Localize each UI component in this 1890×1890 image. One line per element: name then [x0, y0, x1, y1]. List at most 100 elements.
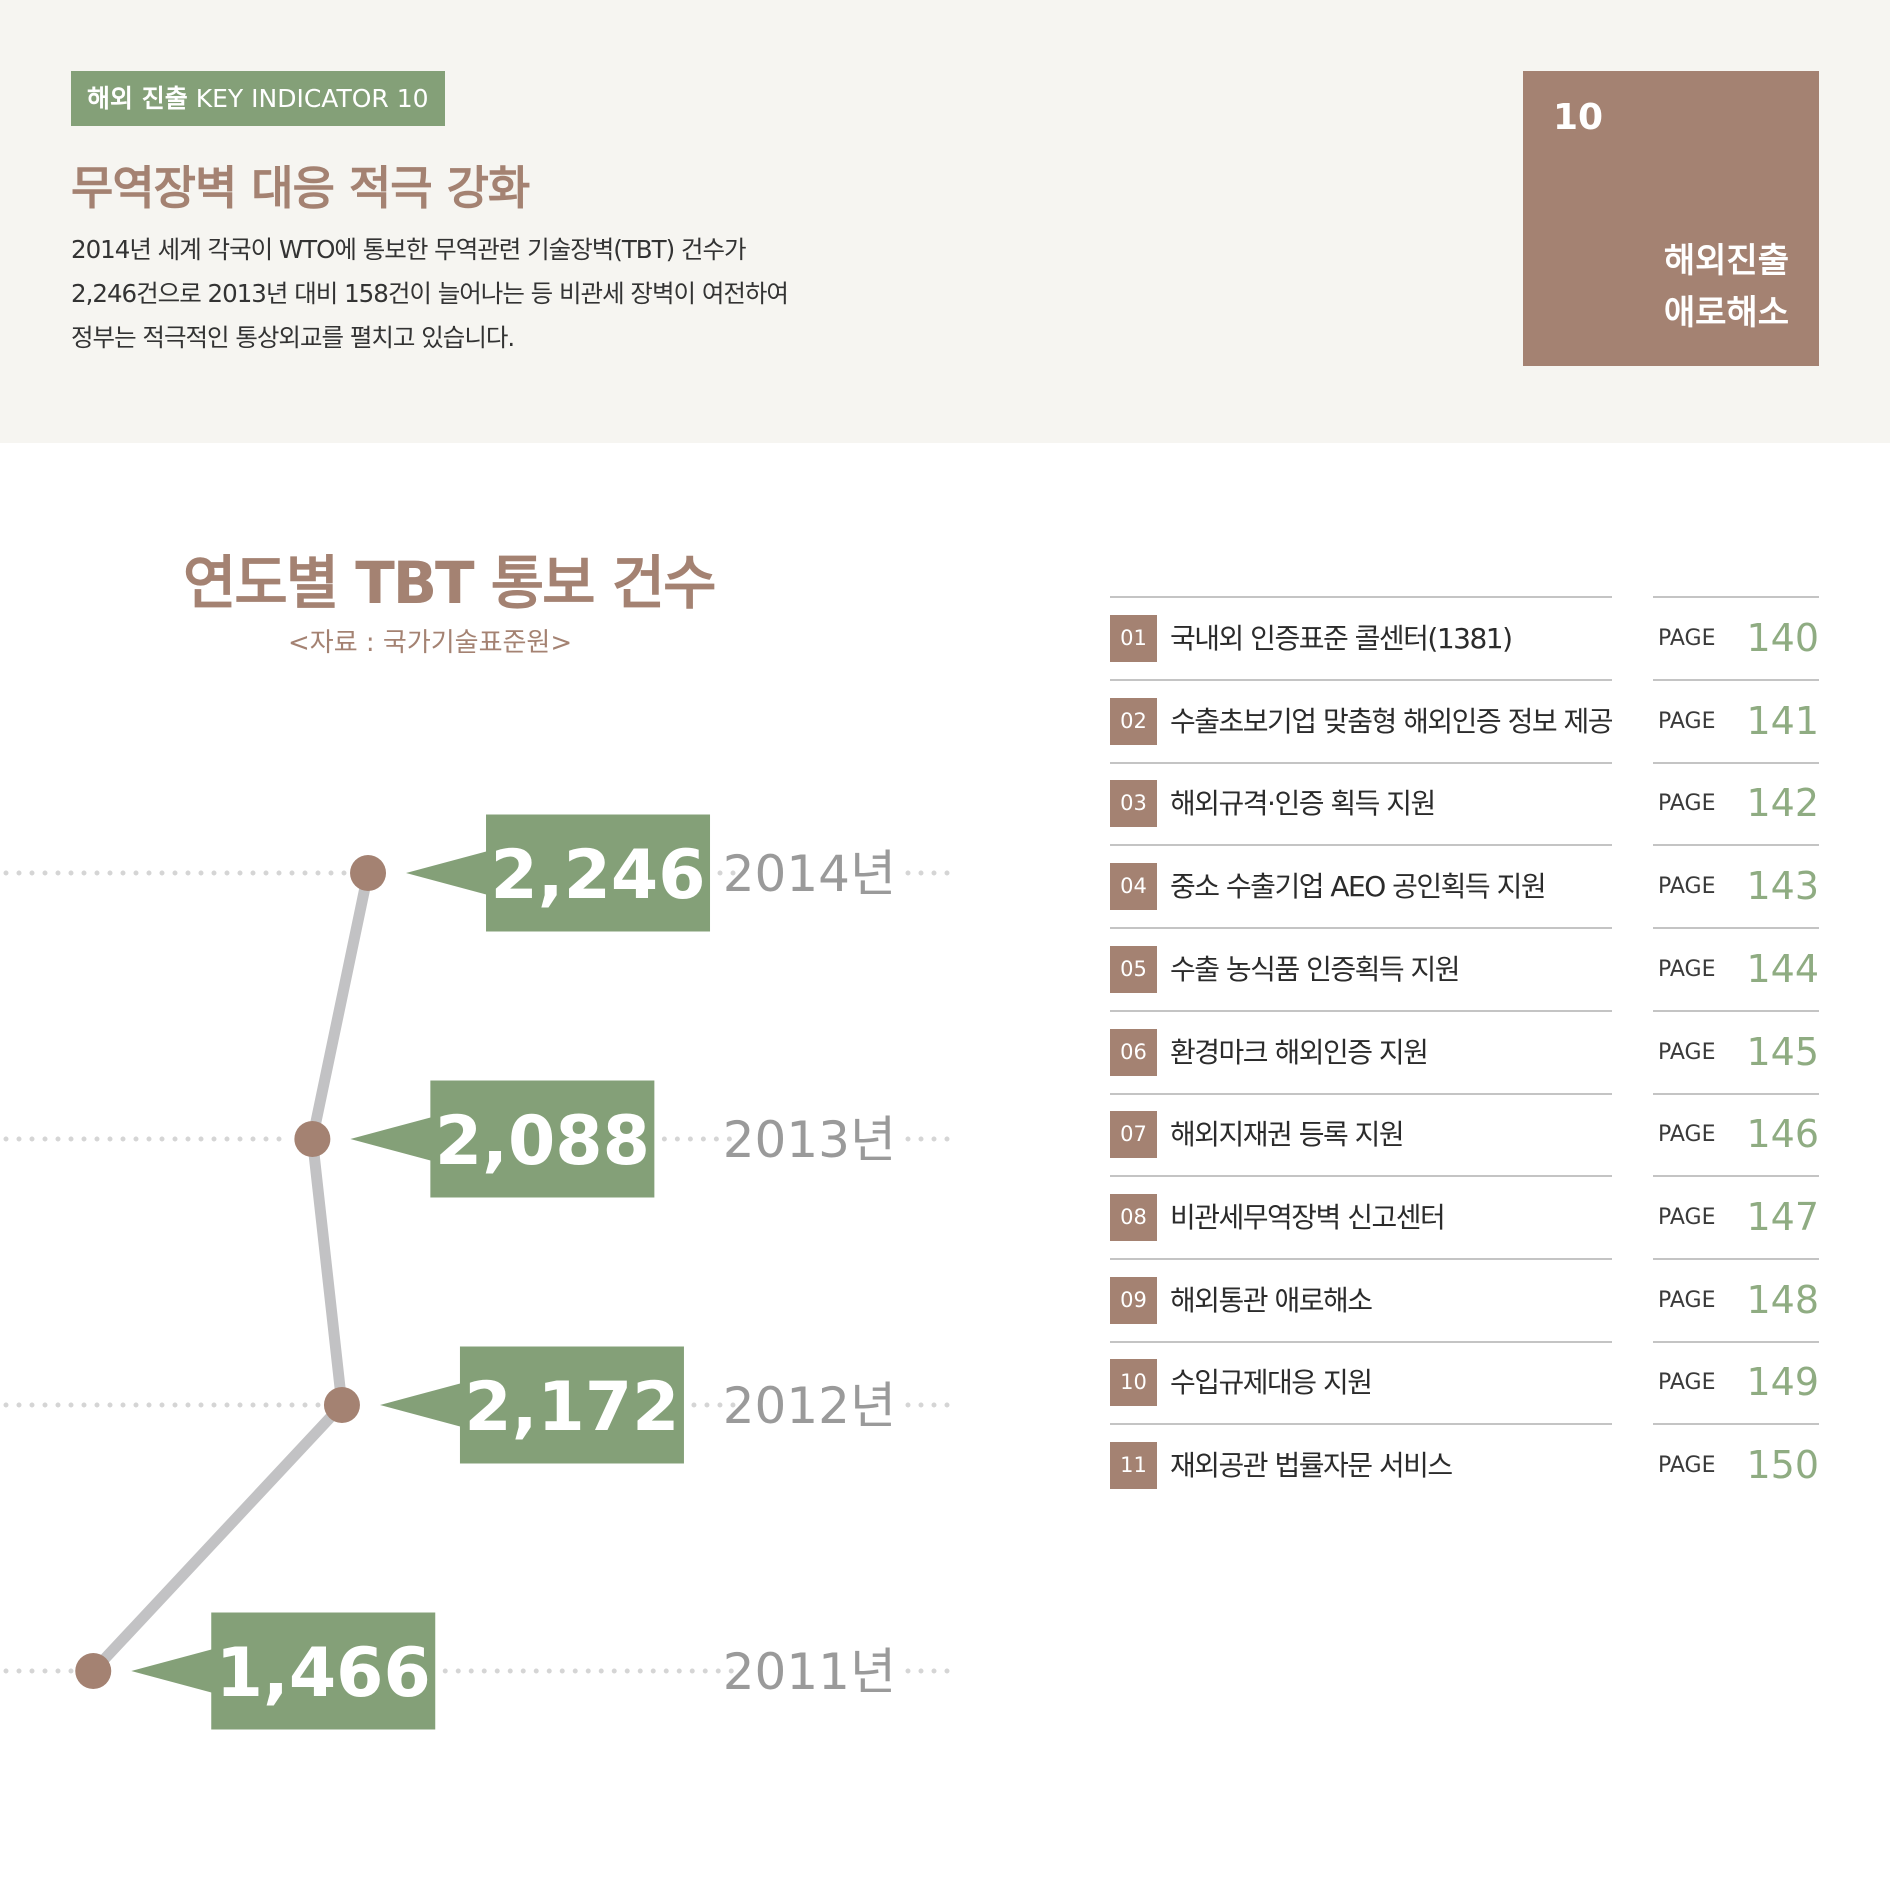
divider-line [1653, 844, 1819, 847]
badge-category: 해외 진출 [87, 84, 188, 113]
value-label: 2,172 [464, 1368, 679, 1447]
item-title: 수입규제대응 지원 [1170, 1366, 1373, 1400]
item-number: 08 [1110, 1193, 1157, 1241]
value-box [211, 1612, 436, 1730]
data-point [75, 1653, 112, 1689]
item-number: 05 [1110, 945, 1157, 993]
year-label: 2013년 [723, 1111, 896, 1169]
item-title: 비관세무역장벽 신고센터 [1170, 1200, 1446, 1234]
item-number: 07 [1110, 1111, 1157, 1159]
callout-pointer [406, 851, 489, 895]
value-label: 1,466 [216, 1634, 431, 1713]
divider-line [1110, 679, 1612, 681]
divider-line [1653, 1009, 1819, 1012]
page-label: PAGE [1658, 874, 1716, 900]
year-label: 2014년 [723, 845, 896, 903]
callout-pointer [131, 1649, 214, 1693]
item-number: 02 [1110, 697, 1157, 745]
chart-source: <자료 : 국가기술표준원> [288, 628, 573, 658]
page-label: PAGE [1658, 626, 1716, 651]
page-number: 149 [1746, 1360, 1819, 1405]
chart-title: 연도별 TBT 통보 건수 [183, 549, 716, 617]
divider-line [1653, 927, 1819, 930]
value-label: 2,088 [435, 1102, 650, 1181]
page-number: 148 [1746, 1277, 1819, 1322]
section-title-line: 애로해소 [1663, 293, 1789, 333]
divider-line [1653, 679, 1819, 681]
section-title: 해외진출 애로해소 [1664, 235, 1789, 339]
data-point [323, 1387, 360, 1423]
callout-pointer [379, 1383, 462, 1427]
divider-line [1110, 761, 1612, 764]
data-point [294, 1121, 331, 1157]
description-line: 정부는 적극적인 통상외교를 펼치고 있습니다. [71, 323, 515, 352]
divider-line [1653, 1092, 1819, 1095]
series-line [89, 871, 374, 1675]
item-number: 09 [1110, 1276, 1157, 1324]
page-number: 150 [1746, 1443, 1819, 1487]
item-title: 환경마크 해외인증 지원 [1170, 1035, 1429, 1069]
section-title-line: 해외진출 [1663, 241, 1789, 281]
page-label: PAGE [1658, 1204, 1716, 1230]
item-title: 재외공관 법률자문 서비스 [1170, 1449, 1453, 1482]
item-title: 국내외 인증표준 콜센터(1381) [1170, 622, 1513, 655]
item-title: 수출 농식품 인증획득 지원 [1170, 952, 1461, 986]
year-label: 2011년 [723, 1643, 896, 1701]
description-line: 2014년 세계 각국이 WTO에 통보한 무역관련 기술장벽(TBT) 건수가 [71, 235, 747, 264]
divider-line [1110, 1257, 1612, 1260]
page-label: PAGE [1658, 956, 1716, 982]
description: 2014년 세계 각국이 WTO에 통보한 무역관련 기술장벽(TBT) 건수가… [71, 228, 891, 360]
divider-line [1110, 1092, 1612, 1095]
description-line: 2,246건으로 2013년 대비 158건이 늘어나는 등 비관세 장벽이 여… [71, 279, 789, 308]
divider-line [1653, 596, 1819, 598]
data-point [350, 855, 387, 891]
divider-line [1653, 1175, 1819, 1178]
divider-line [1110, 927, 1612, 930]
divider-line [1110, 1340, 1612, 1343]
page-label: PAGE [1658, 1453, 1716, 1478]
page-label: PAGE [1658, 1122, 1716, 1148]
divider-line [1110, 1175, 1612, 1178]
divider-line [1110, 1423, 1612, 1426]
item-title: 해외규격·인증 획득 지원 [1170, 787, 1436, 821]
item-title: 해외통관 애로해소 [1170, 1283, 1373, 1317]
page-number: 140 [1746, 616, 1819, 660]
page-label: PAGE [1658, 1370, 1716, 1396]
item-title: 중소 수출기업 AEO 공인획득 지원 [1170, 870, 1547, 904]
divider-line [1653, 1340, 1819, 1343]
item-number: 10 [1110, 1359, 1157, 1407]
key-indicator-badge: 해외 진출 KEY INDICATOR 10 [71, 71, 445, 126]
section-number: 10 [1553, 97, 1604, 138]
page-label: PAGE [1658, 1039, 1716, 1065]
badge-indicator: KEY INDICATOR 10 [195, 84, 429, 113]
divider-line [1653, 1257, 1819, 1260]
item-title: 해외지재권 등록 지원 [1170, 1118, 1405, 1152]
section-box: 10 해외진출 애로해소 [1523, 71, 1819, 366]
item-number: 06 [1110, 1028, 1157, 1076]
value-box [486, 814, 711, 932]
divider-line [1653, 761, 1819, 764]
divider-line [1653, 1423, 1819, 1426]
page-number: 146 [1746, 1112, 1819, 1157]
page-number: 143 [1746, 864, 1819, 909]
item-title: 수출초보기업 맞춤형 해외인증 정보 제공 [1170, 704, 1614, 738]
divider-line [1110, 844, 1612, 847]
value-box [459, 1346, 684, 1464]
page-number: 142 [1746, 781, 1819, 826]
item-number: 11 [1110, 1442, 1157, 1489]
page-headline: 무역장벽 대응 적극 강화 [71, 161, 530, 215]
callout-pointer [350, 1117, 433, 1161]
item-number: 03 [1110, 780, 1157, 828]
page-label: PAGE [1658, 708, 1716, 734]
tbt-line-chart: 2,246 2014년 2,088 2013년 2,172 2012년 1,466 2011년 [3, 814, 953, 1730]
page-number: 145 [1746, 1029, 1819, 1074]
page-number: 144 [1746, 946, 1819, 991]
year-label: 2012년 [723, 1377, 896, 1435]
value-label: 2,246 [490, 836, 705, 915]
item-number: 04 [1110, 863, 1157, 911]
value-box [430, 1080, 655, 1198]
page-label: PAGE [1658, 791, 1716, 817]
divider-line [1110, 1009, 1612, 1012]
item-number: 01 [1110, 615, 1157, 662]
page-number: 147 [1746, 1194, 1819, 1239]
